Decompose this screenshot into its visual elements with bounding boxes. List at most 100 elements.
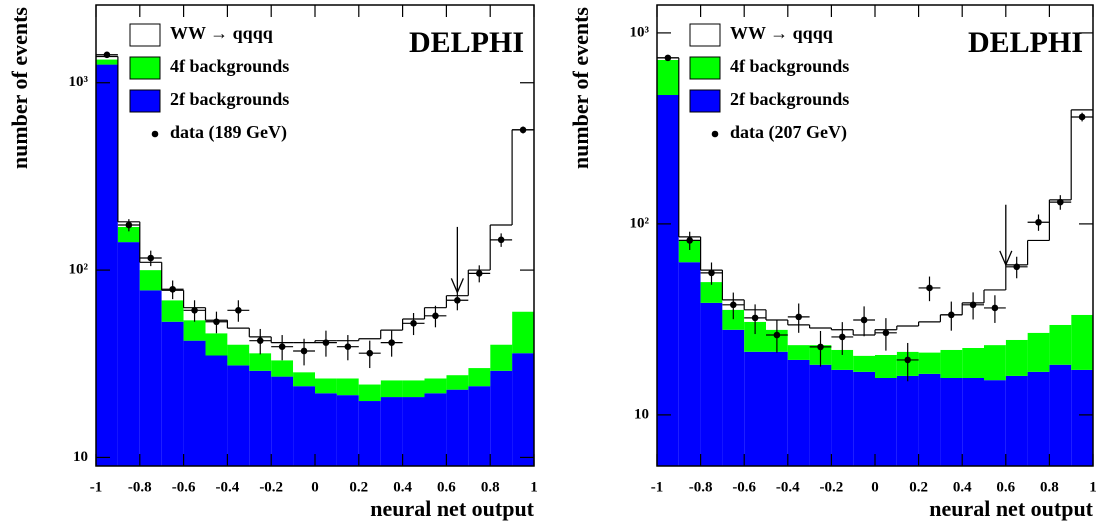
legend-swatch (129, 89, 161, 113)
plot-area (657, 54, 1093, 466)
histogram-bar (678, 240, 701, 263)
histogram-bar (1005, 339, 1028, 376)
histogram-bar (962, 302, 984, 348)
histogram-bar (227, 365, 250, 466)
histogram-bar (722, 309, 745, 330)
x-tick-label: 0.8 (481, 479, 500, 495)
histogram-bar (512, 311, 534, 354)
y-tick-label: 10 (73, 449, 88, 465)
data-point (1057, 198, 1064, 206)
x-tick-label: -0.6 (172, 479, 196, 495)
histogram-bar (787, 345, 810, 360)
histogram-bar (1027, 332, 1050, 372)
histogram-bar (161, 300, 184, 322)
histogram-bar (96, 64, 118, 466)
legend-swatch (689, 89, 721, 113)
histogram-bar (940, 349, 963, 379)
histogram-bar (984, 380, 1006, 466)
data-point (686, 237, 693, 244)
histogram-bar (271, 376, 294, 466)
histogram-bar (161, 321, 184, 466)
histogram-bar (1071, 314, 1093, 370)
data-point (388, 339, 395, 346)
histogram-bar (402, 397, 425, 466)
data-point (125, 221, 133, 229)
histogram-bar (139, 262, 162, 271)
legend-label: 4f backgrounds (170, 56, 289, 76)
histogram-bar (315, 378, 337, 394)
legend-swatch (129, 23, 161, 47)
annotation: DELPHI (409, 26, 524, 59)
histogram-bar (249, 370, 272, 466)
data-point (191, 307, 198, 314)
legend-swatch (689, 23, 721, 47)
data-point (410, 319, 417, 327)
x-tick-label: 0 (871, 479, 879, 495)
legend: WW → qqqq 4f backgrounds 2f backgrounds dat… (129, 23, 289, 143)
panel: -1 -0.8 -0.6 -0.4 -0.2 0 0.2 0.4 0.6 0.8 1 10 10² 10³… (7, 4, 538, 521)
histogram-bar (918, 352, 941, 374)
data-point (708, 269, 715, 277)
data-point (839, 333, 846, 341)
arrow-head (999, 250, 1013, 267)
x-tick-label: -0.2 (259, 479, 283, 495)
histogram-bar (918, 373, 941, 466)
legend-label: data (189 GeV) (170, 122, 287, 143)
histogram-bar (183, 340, 206, 466)
data-point (213, 318, 220, 326)
data-point (278, 343, 286, 350)
x-tick-label: -0.2 (820, 479, 844, 495)
legend-marker (711, 130, 719, 138)
y-tick-label: 10² (630, 215, 650, 231)
histogram-bar (446, 389, 469, 466)
histogram-bar (468, 368, 491, 387)
histogram-bar (490, 225, 513, 345)
histogram-bar (139, 270, 162, 291)
data-point (773, 331, 781, 339)
data-point (730, 301, 737, 309)
data-point (882, 329, 890, 337)
y-tick-label: 10³ (630, 24, 650, 40)
histogram-bar (1071, 369, 1093, 466)
x-tick-label: -1 (651, 479, 664, 495)
histogram-bar (358, 384, 381, 402)
data-point (1078, 113, 1086, 121)
legend: WW → qqqq 4f backgrounds 2f backgrounds dat… (689, 23, 849, 143)
histogram-bar (940, 378, 963, 466)
histogram-bar (315, 393, 337, 466)
legend-swatch (689, 56, 721, 80)
x-axis-label: neural net output (370, 496, 534, 521)
histogram-bar (918, 321, 941, 353)
histogram-bar (139, 290, 162, 466)
histogram-bar (249, 353, 272, 371)
histogram-bar (468, 270, 491, 369)
legend-label: 4f backgrounds (730, 56, 849, 76)
histogram-bar (657, 95, 679, 466)
data-point (795, 313, 802, 321)
histogram-bar (402, 380, 425, 398)
histogram-bar (446, 375, 469, 390)
histogram-bar (380, 397, 403, 466)
legend-label: 2f backgrounds (730, 89, 849, 109)
x-tick-label: -0.8 (689, 479, 713, 495)
histogram-bar (962, 347, 984, 379)
histogram-bar (424, 378, 447, 394)
histogram-bar (1071, 109, 1093, 315)
legend-swatch (129, 56, 161, 80)
data-point (751, 314, 759, 322)
histogram-bar (1027, 371, 1050, 466)
data-point (300, 347, 308, 355)
data-point (475, 270, 483, 277)
histogram-bar (678, 262, 701, 466)
data-point (366, 349, 374, 357)
histogram-bar (358, 401, 381, 466)
x-axis-label: neural net output (929, 496, 1093, 521)
histogram-bar (875, 378, 897, 466)
histogram-bar (183, 320, 206, 341)
histogram-bar (853, 371, 875, 466)
histogram-bar (336, 395, 359, 466)
histogram-bar (787, 359, 810, 466)
histogram-bar (468, 386, 491, 466)
histogram-bar (766, 351, 788, 466)
